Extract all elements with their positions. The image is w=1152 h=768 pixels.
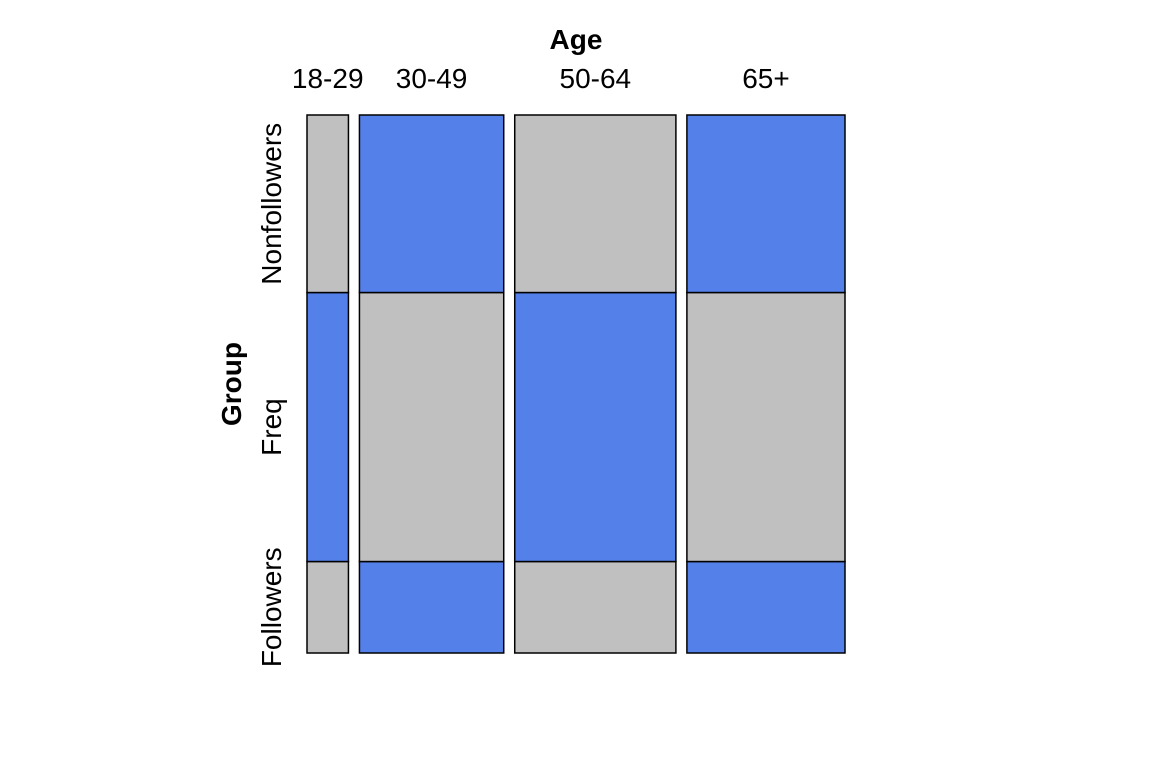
mosaic-cell-18-29-freq [306, 291, 350, 563]
mosaic-cell-30-49-followers [358, 560, 505, 654]
x-tick-label: 18-29 [292, 63, 364, 94]
y-tick-label: Nonfollowers [256, 123, 287, 285]
mosaic-cell-50-64-nonfollowers [513, 114, 677, 294]
x-tick-labels: 18-29 30-49 50-64 65+ [292, 63, 790, 94]
y-tick-labels: Followers Freq Nonfollowers [256, 123, 287, 667]
x-axis-title: Age [550, 24, 603, 55]
y-tick-label: Freq [256, 398, 287, 456]
mosaic-cell-18-29-nonfollowers [306, 114, 350, 294]
mosaic-cell-50-64-followers [513, 560, 677, 654]
x-tick-label: 30-49 [396, 63, 468, 94]
x-tick-label: 50-64 [560, 63, 632, 94]
mosaic-cell-65+-freq [686, 291, 846, 563]
mosaic-cell-30-49-freq [358, 291, 505, 563]
mosaic-cell-18-29-followers [306, 560, 350, 654]
mosaic-cell-50-64-freq [513, 291, 677, 563]
mosaic-cell-30-49-nonfollowers [358, 114, 505, 294]
mosaic-cell-65+-followers [686, 560, 846, 654]
y-tick-label: Followers [256, 547, 287, 667]
mosaic-cell-65+-nonfollowers [686, 114, 846, 294]
mosaic-cells [306, 114, 846, 654]
x-tick-label: 65+ [742, 63, 790, 94]
y-axis-title: Group [216, 342, 247, 426]
